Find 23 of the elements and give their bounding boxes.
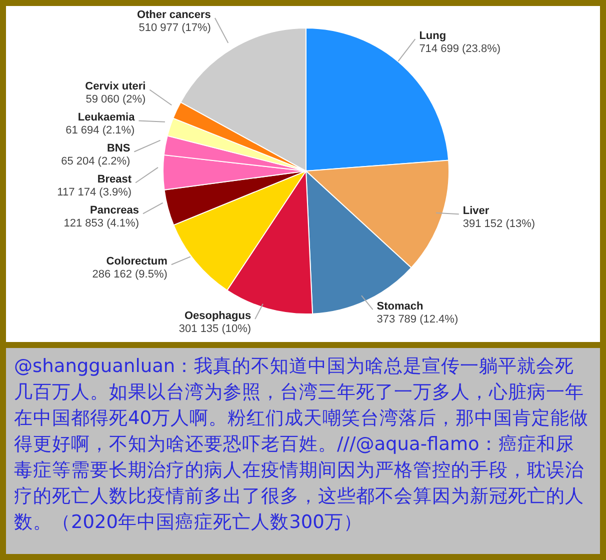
- slice-label: BNS: [106, 142, 130, 155]
- data-label: 117 174 (3.9%): [57, 186, 132, 199]
- slice-label: Cervix uteri: [85, 80, 146, 93]
- slice-label: Breast: [97, 174, 132, 186]
- data-label: 510 977 (17%): [138, 22, 211, 34]
- slice-label: Stomach: [376, 300, 424, 313]
- data-label: 286 162 (9.5%): [92, 268, 168, 281]
- data-label: 121 853 (4.1%): [64, 218, 139, 230]
- data-label: 714 699 (23.8%): [419, 43, 501, 56]
- data-label: 61 694 (2.1%): [66, 124, 135, 137]
- data-label: 301 135 (10%): [178, 323, 252, 336]
- slice-label: Liver: [462, 205, 490, 218]
- data-label: 391 152 (13%): [462, 218, 536, 230]
- slice-label: Other cancers: [136, 9, 211, 22]
- slice-label: Leukaemia: [78, 112, 136, 124]
- slice-label: Oesophagus: [184, 310, 252, 322]
- slice-label: Colorectum: [106, 256, 168, 268]
- text: @shangguanluan：我真的不知道中国为啥总是宣传一躺平就会死几百万人。如果以台湾为参照，台湾三年死了一万多人，心脏病一年在中国都得死40万人啊。粉红们成天嘲笑台湾落后，那中国肯定能做得更好啊，不知为啥还要恐吓老百姓。///@aqua-flamo：癌症和尿毒症等需要长期治疗的病人在疫情期间因为严格管控的手段，耽误治疗的死亡人数比疫情前多出了很多，这些都不会算因为新冠死亡的人数。（2020年中国癌症死亡人数300万）: [14, 355, 590, 535]
- data-label: 59 060 (2%): [86, 94, 146, 106]
- slice-label: Lung: [419, 30, 446, 42]
- data-label: 373 789 (12.4%): [376, 314, 458, 326]
- data-label: 65 204 (2.2%): [61, 156, 130, 168]
- slice-label: Pancreas: [90, 204, 139, 217]
